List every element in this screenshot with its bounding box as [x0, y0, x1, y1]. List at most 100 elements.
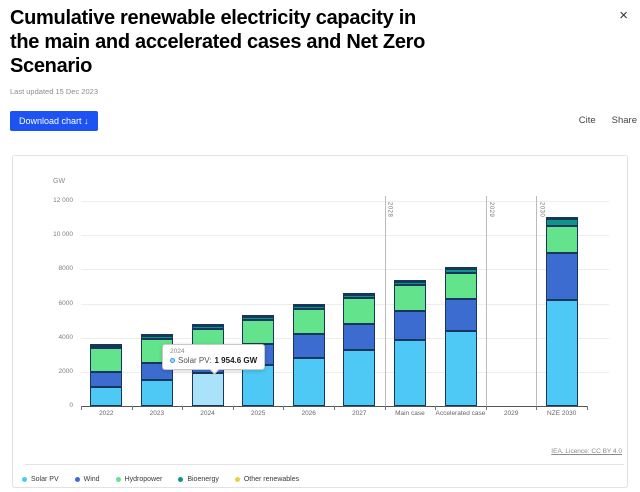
x-category-label-2023: 2023 [149, 410, 165, 417]
segment-wind[interactable] [90, 371, 123, 388]
solar-pv-legend-dot-icon [22, 476, 27, 482]
x-axis-tick [587, 406, 588, 410]
bar-accelerated-case[interactable] [444, 267, 477, 406]
segment-hydropower[interactable] [444, 272, 477, 300]
segment-wind[interactable] [343, 323, 376, 351]
segment-other-renewables[interactable] [393, 279, 426, 282]
separator-label-2030: 2030 [538, 202, 545, 218]
licence-link[interactable]: IEA. Licence: CC BY 4.0 [551, 448, 622, 455]
bar-main-case[interactable] [393, 279, 426, 406]
segment-bioenergy[interactable] [191, 325, 224, 329]
x-category-label-main-case: Main case [395, 410, 425, 417]
x-axis-tick [232, 406, 234, 410]
legend-item-other-renewables[interactable]: Other renewables [234, 475, 300, 483]
gridline-12000 [81, 201, 609, 202]
x-category-label-accelerated-case: Accelerated case [435, 410, 486, 417]
x-axis-tick [485, 406, 487, 410]
wind-legend-dot-icon [74, 476, 80, 482]
bar-2026[interactable] [292, 303, 325, 406]
chart-tooltip: 2024 Solar PV: 1 954.6 GW [162, 344, 266, 370]
hydropower-legend-dot-icon [115, 476, 121, 482]
x-axis-tick [334, 406, 335, 410]
segment-bioenergy[interactable] [444, 269, 477, 273]
segment-solar-pv[interactable] [191, 373, 224, 406]
y-tick-label-4000: 4000 [58, 333, 73, 341]
segment-solar-pv[interactable] [343, 350, 376, 406]
gridline-8000 [81, 269, 609, 271]
top-links: Cite Share [579, 115, 637, 126]
segment-hydropower[interactable] [242, 319, 275, 344]
segment-hydropower[interactable] [545, 225, 578, 254]
segment-other-renewables[interactable] [545, 216, 578, 220]
share-link[interactable]: Share [611, 115, 637, 126]
legend-item-hydropower[interactable]: Hydropower [115, 475, 163, 483]
segment-other-renewables[interactable] [292, 303, 325, 306]
x-category-label-nze-2030: NZE 2030 [547, 410, 577, 417]
download-chart-button[interactable]: Download chart ↓ [10, 111, 98, 131]
x-axis-tick [81, 406, 82, 410]
segment-bioenergy[interactable] [90, 345, 123, 349]
legend-item-bioenergy[interactable]: Bioenergy [178, 476, 219, 483]
y-tick-label-12000: 12 000 [53, 197, 73, 204]
legend-label: Bioenergy [187, 475, 219, 483]
segment-other-renewables[interactable] [444, 267, 477, 270]
legend-item-wind[interactable]: Wind [74, 476, 100, 483]
legend-item-solar-pv[interactable]: Solar PV [22, 476, 59, 483]
bar-nze-2030[interactable] [545, 216, 578, 406]
segment-hydropower[interactable] [343, 298, 376, 324]
segment-solar-pv[interactable] [292, 358, 325, 406]
x-category-label-2029: 2029 [503, 410, 519, 417]
legend-label: Other renewables [243, 475, 300, 483]
x-axis-tick [283, 406, 285, 410]
x-category-label-2022: 2022 [99, 410, 114, 417]
segment-bioenergy[interactable] [393, 281, 426, 286]
segment-other-renewables[interactable] [242, 314, 275, 317]
legend-label: Hydropower [124, 475, 163, 483]
segment-solar-pv[interactable] [444, 331, 477, 406]
separator-line-2028 [384, 196, 386, 406]
y-tick-label-2000: 2000 [58, 367, 73, 375]
segment-hydropower[interactable] [90, 348, 123, 372]
separator-line-2030 [536, 196, 538, 406]
segment-bioenergy[interactable] [292, 305, 325, 309]
segment-solar-pv[interactable] [545, 300, 578, 406]
segment-bioenergy[interactable] [242, 316, 275, 320]
segment-solar-pv[interactable] [90, 387, 123, 406]
segment-wind[interactable] [292, 333, 325, 359]
x-axis-tick [182, 406, 184, 410]
segment-solar-pv[interactable] [393, 340, 426, 406]
page-title-line-1: Cumulative renewable electricity capacit… [10, 7, 416, 29]
cite-link[interactable]: Cite [578, 115, 596, 126]
segment-wind[interactable] [444, 299, 477, 332]
segment-solar-pv[interactable] [242, 364, 275, 406]
segment-bioenergy[interactable] [545, 219, 578, 226]
gridline-10000 [81, 235, 609, 237]
segment-other-renewables[interactable] [343, 293, 376, 296]
segment-hydropower[interactable] [292, 308, 325, 334]
solar-pv-marker-icon [170, 358, 175, 363]
x-category-label-2026: 2026 [301, 410, 316, 417]
tooltip-series-label: Solar PV: [178, 356, 212, 365]
close-icon[interactable]: × [619, 7, 628, 24]
y-tick-label-0: 0 [69, 402, 73, 409]
separator-line-2029 [485, 196, 487, 406]
segment-bioenergy[interactable] [140, 335, 173, 339]
page-title-line-2: the main and accelerated cases and Net Z… [10, 31, 426, 53]
bar-2027[interactable] [343, 293, 376, 406]
bioenergy-legend-dot-icon [178, 476, 184, 482]
y-tick-label-8000: 8000 [58, 265, 73, 273]
segment-wind[interactable] [393, 310, 426, 341]
y-tick-label-10000: 10 000 [53, 231, 73, 239]
tooltip-value: 1 954.6 GW [214, 356, 258, 365]
segment-other-renewables[interactable] [140, 333, 173, 336]
legend-label: Solar PV [31, 475, 59, 483]
x-category-label-2025: 2025 [250, 410, 266, 417]
segment-other-renewables[interactable] [90, 343, 123, 346]
bar-2022[interactable] [90, 343, 123, 406]
segment-solar-pv[interactable] [140, 380, 173, 406]
segment-hydropower[interactable] [393, 285, 426, 311]
segment-bioenergy[interactable] [343, 295, 376, 299]
segment-wind[interactable] [545, 253, 578, 301]
segment-other-renewables[interactable] [191, 323, 224, 326]
